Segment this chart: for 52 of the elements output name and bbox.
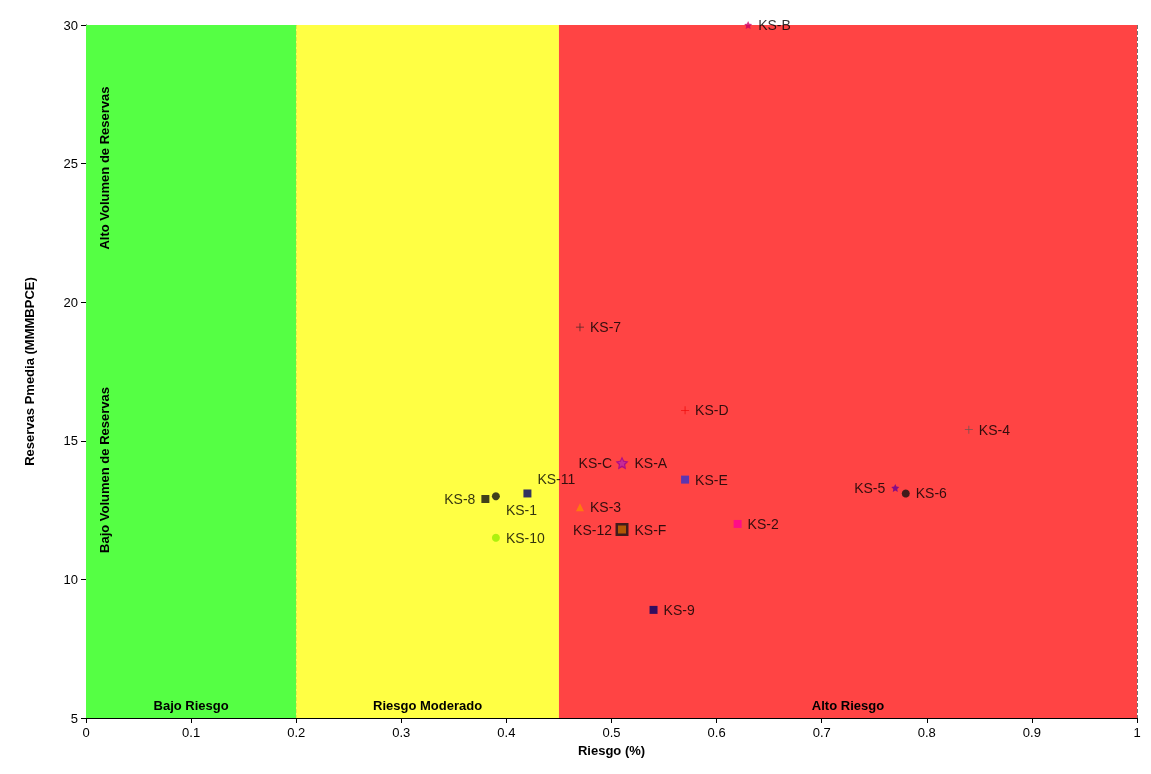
series-label: KS-2 <box>747 515 779 532</box>
series-label: KS-A <box>634 454 668 471</box>
series-label: KS-10 <box>505 529 546 546</box>
series-label: KS-12 <box>573 521 613 538</box>
y-axis-title: Reservas Pmedia (MMMBPCE) <box>22 277 37 466</box>
x-tick-label: 0.6 <box>707 725 726 740</box>
y-tick-label: 15 <box>63 433 78 449</box>
x-tick-label: 0.7 <box>812 725 831 740</box>
point <box>681 475 690 484</box>
point <box>491 492 500 501</box>
series-label: KS-C <box>578 454 613 471</box>
x-tick-label: 0.5 <box>602 725 621 740</box>
series-label: KS-7 <box>589 319 622 336</box>
band-label: Alto Riesgo <box>811 698 885 713</box>
series-label: KS-D <box>695 402 729 419</box>
annotation: Bajo Volumen de Reservas <box>97 387 112 553</box>
x-tick-label: 1 <box>1133 725 1141 740</box>
x-tick-label: 0.3 <box>392 725 411 740</box>
series-label: KS-1 <box>505 502 538 519</box>
series-label: KS-3 <box>589 499 622 516</box>
x-tick-label: 0.9 <box>1022 725 1041 740</box>
point <box>575 503 584 512</box>
y-tick-label: 25 <box>63 156 78 172</box>
series-label: KS-F <box>634 521 667 538</box>
point <box>481 495 490 504</box>
point <box>891 483 900 492</box>
x-tick-label: 0.1 <box>182 725 201 740</box>
series-label: KS-4 <box>978 421 1011 438</box>
x-tick-label: 0 <box>82 725 90 740</box>
y-tick-label: 10 <box>63 571 78 587</box>
point <box>649 605 658 614</box>
x-tick-label: 0.2 <box>287 725 306 740</box>
series-label: KS-E <box>695 471 728 488</box>
x-tick-label: 0.4 <box>497 725 516 740</box>
point <box>733 519 742 528</box>
point <box>491 533 500 542</box>
y-tick-label: 20 <box>63 294 78 310</box>
series-label: KS-6 <box>915 485 948 502</box>
y-tick-label: 30 <box>63 17 78 33</box>
point <box>523 489 532 498</box>
x-axis-title: Riesgo (%) <box>577 742 646 758</box>
series-label: KS-5 <box>854 479 886 496</box>
series-label: KS-9 <box>663 601 695 618</box>
series-label: KS-8 <box>444 491 476 508</box>
point <box>964 425 973 434</box>
band-label: Bajo Riesgo <box>153 698 229 713</box>
band-label: Riesgo Moderado <box>373 698 483 713</box>
point <box>901 489 910 498</box>
x-tick-label: 0.8 <box>917 725 936 740</box>
y-tick-label: 5 <box>70 710 78 726</box>
point <box>744 21 753 29</box>
annotation: Alto Volumen de Reservas <box>97 86 112 250</box>
